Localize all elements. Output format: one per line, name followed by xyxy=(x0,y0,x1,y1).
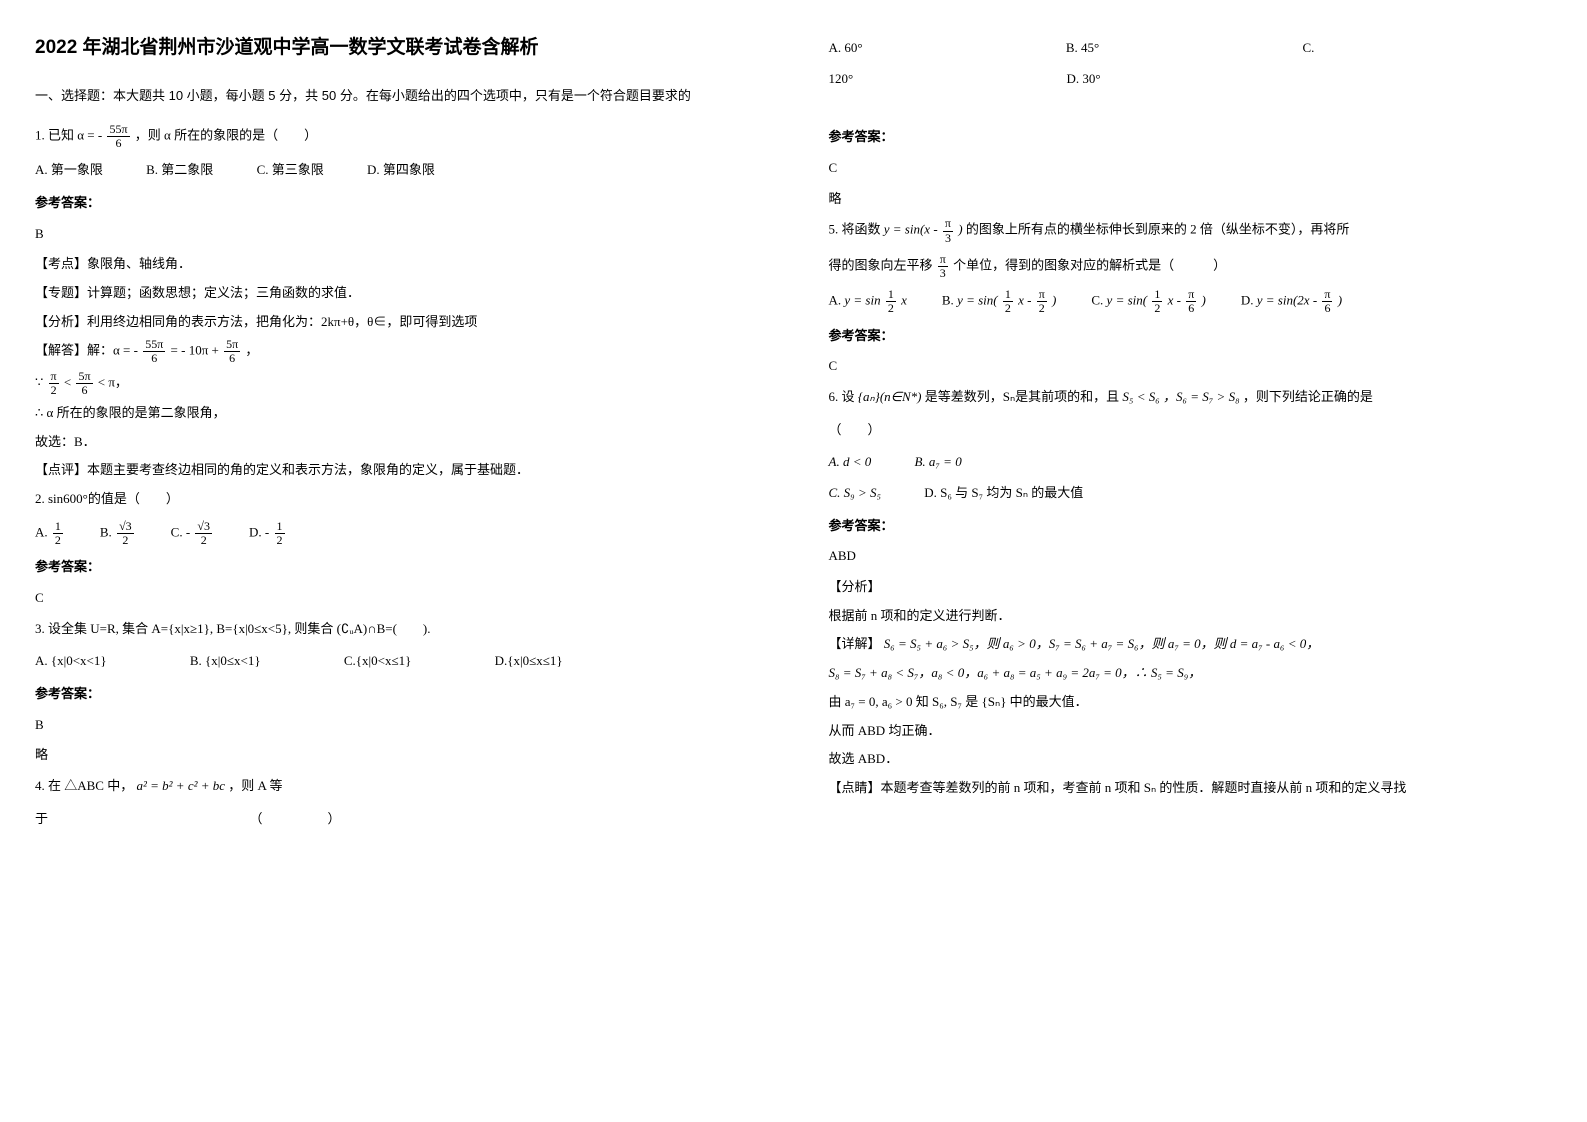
q1-answer: B xyxy=(35,222,759,247)
q1-solve: 【解答】解：α = - 55π 6 = - 10π + 5π 6 ， xyxy=(35,338,759,365)
q1-options: A. 第一象限 B. 第二象限 C. 第三象限 D. 第四象限 xyxy=(35,158,759,183)
q1-frac: 55π 6 xyxy=(107,123,129,150)
q1-optA: A. 第一象限 xyxy=(35,158,103,183)
q5-optA: A. y = sin 12 x xyxy=(829,288,907,315)
q1-fx: 【分析】利用终边相同角的表示方法，把角化为：2kπ+θ，θ∈，即可得到选项 xyxy=(35,310,759,335)
q2-options: A. 1 2 B. √3 2 C. - √3 2 D. - 1 xyxy=(35,520,759,547)
q4-lue: 略 xyxy=(829,187,1553,212)
q5-stem: 5. 将函数 y = sin(x - π 3 ) 的图象上所有点的横坐标伸长到原… xyxy=(829,217,1553,244)
q6-detail: 【详解】 S₆ = S₅ + a₆ > S₅，则 a₆ > 0，S₇ = S₆ … xyxy=(829,632,1553,657)
q1-stem: 1. 已知 α = - 55π 6 ，则 α 所在的象限的是（ ） xyxy=(35,123,759,150)
q4-answer: C xyxy=(829,156,1553,181)
q3-optD: D.{x|0≤x≤1} xyxy=(495,649,563,674)
q3-optB: B. {x|0≤x<1} xyxy=(190,649,261,674)
right-column: A. 60° B. 45° C. 120° D. 30° 参考答案： C 略 5… xyxy=(794,0,1587,1122)
q2-optD: D. - 1 2 xyxy=(249,520,286,547)
q6-optD: D. S₆ 与 S₇ 均为 Sₙ 的最大值 xyxy=(924,481,1083,506)
q5-optD: D. y = sin(2x - π6 ) xyxy=(1241,288,1342,315)
q2-stem: 2. sin600°的值是（ ） xyxy=(35,487,759,512)
q4-stem-l2: 于 （ ） xyxy=(35,807,759,832)
q2-optB: B. √3 2 xyxy=(100,520,136,547)
q3-optA: A. {x|0<x<1} xyxy=(35,649,107,674)
exam-title: 2022 年湖北省荆州市沙道观中学高一数学文联考试卷含解析 xyxy=(35,30,759,66)
q2-answer-label: 参考答案： xyxy=(35,555,759,580)
q1-zt: 【专题】计算题；函数思想；定义法；三角函数的求值． xyxy=(35,281,759,306)
q6-stem: 6. 设 {aₙ}(n∈N*) 是等差数列，Sₙ是其前项的和，且 S₅ < S₆… xyxy=(829,385,1553,410)
q4-optC2: 120° xyxy=(829,67,854,92)
q6-detail-l4: 从而 ABD 均正确． xyxy=(829,719,1553,744)
q4-optC: C. xyxy=(1302,36,1314,61)
q6-analysis-text: 根据前 n 项和的定义进行判断． xyxy=(829,604,1553,629)
q6-optA: A. d < 0 xyxy=(829,450,872,475)
q6-blank: （ ） xyxy=(829,418,1553,443)
q6-detail-l3: 由 a₇ = 0, a₆ > 0 知 S₆, S₇ 是 {Sₙ} 中的最大值． xyxy=(829,690,1553,715)
q4-answer-label: 参考答案： xyxy=(829,125,1553,150)
q5-optB: B. y = sin( 12 x - π2 ) xyxy=(942,288,1056,315)
q5-optC: C. y = sin( 12 x - π6 ) xyxy=(1091,288,1205,315)
q6-optC: C. S₉ > S₅ xyxy=(829,481,881,506)
left-column: 2022 年湖北省荆州市沙道观中学高一数学文联考试卷含解析 一、选择题：本大题共… xyxy=(0,0,794,1122)
q6-detail-l5: 故选 ABD． xyxy=(829,747,1553,772)
q4-options-r1: A. 60° B. 45° C. xyxy=(829,36,1553,61)
q1-suffix: ，则 α 所在的象限的是（ ） xyxy=(135,127,317,142)
q6-detail-l2: S₈ = S₇ + a₈ < S₇，a₈ < 0，a₆ + a₈ = a₅ + … xyxy=(829,661,1553,686)
q2-optC: C. - √3 2 xyxy=(171,520,214,547)
q4-optD: D. 30° xyxy=(1066,67,1100,92)
q1-prefix: 1. 已知 α = - xyxy=(35,127,102,142)
q6-answer-label: 参考答案： xyxy=(829,514,1553,539)
q3-answer-label: 参考答案： xyxy=(35,682,759,707)
q6-comment: 【点睛】本题考查等差数列的前 n 项和，考查前 n 项和 Sₙ 的性质．解题时直… xyxy=(829,776,1553,801)
q3-lue: 略 xyxy=(35,743,759,768)
q1-optB: B. 第二象限 xyxy=(146,158,213,183)
q1-kp: 【考点】象限角、轴线角． xyxy=(35,252,759,277)
q4-options-r2: 120° D. 30° xyxy=(829,67,1553,92)
q1-comment: 【点评】本题主要考查终边相同的角的定义和表示方法，象限角的定义，属于基础题． xyxy=(35,458,759,483)
section1-header: 一、选择题：本大题共 10 小题，每小题 5 分，共 50 分。在每小题给出的四… xyxy=(35,84,759,109)
q5-answer-label: 参考答案： xyxy=(829,324,1553,349)
q1-optD: D. 第四象限 xyxy=(367,158,435,183)
q3-optC: C.{x|0<x≤1} xyxy=(344,649,411,674)
q2-answer: C xyxy=(35,586,759,611)
q6-optB: B. a₇ = 0 xyxy=(914,450,961,475)
q5-answer: C xyxy=(829,354,1553,379)
q5-stem2: 得的图象向左平移 π 3 个单位，得到的图象对应的解析式是（ ） xyxy=(829,253,1553,280)
q4-optB: B. 45° xyxy=(1066,36,1099,61)
q4-stem: 4. 在 △ABC 中， a² = b² + c² + bc ，则 A 等 xyxy=(35,774,759,799)
q1-answer-label: 参考答案： xyxy=(35,191,759,216)
q1-optC: C. 第三象限 xyxy=(257,158,324,183)
q1-line2: ∵ π 2 < 5π 6 < π， xyxy=(35,370,759,397)
q4-optA: A. 60° xyxy=(829,36,863,61)
q2-optA: A. 1 2 xyxy=(35,520,65,547)
q5-options: A. y = sin 12 x B. y = sin( 12 x - π2 ) … xyxy=(829,288,1553,315)
q3-answer: B xyxy=(35,713,759,738)
q3-stem: 3. 设全集 U=R, 集合 A={x|x≥1}, B={x|0≤x<5}, 则… xyxy=(35,617,759,642)
q6-analysis-label: 【分析】 xyxy=(829,575,1553,600)
q6-options-r2: C. S₉ > S₅ D. S₆ 与 S₇ 均为 Sₙ 的最大值 xyxy=(829,481,1553,506)
q3-options: A. {x|0<x<1} B. {x|0≤x<1} C.{x|0<x≤1} D.… xyxy=(35,649,759,674)
q1-conclusion: ∴ α 所在的象限的是第二象限角， xyxy=(35,401,759,426)
q1-choose: 故选：B． xyxy=(35,430,759,455)
q6-options-r1: A. d < 0 B. a₇ = 0 xyxy=(829,450,1553,475)
q6-answer: ABD xyxy=(829,544,1553,569)
